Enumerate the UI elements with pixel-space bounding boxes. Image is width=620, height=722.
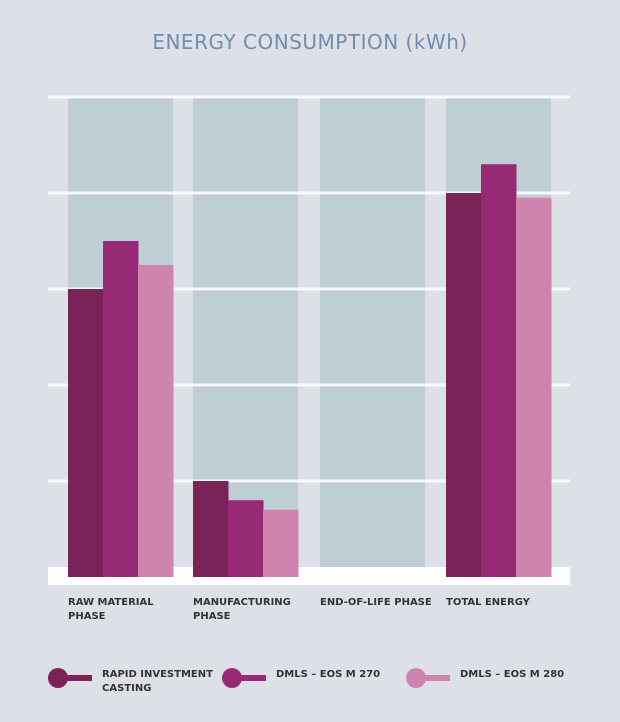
- legend-label: DMLS – EOS M 270: [276, 669, 381, 680]
- bar: [138, 265, 174, 577]
- bar: [516, 197, 552, 578]
- category-label: END-OF-LIFE PHASE: [320, 597, 432, 608]
- gridline: [48, 95, 570, 99]
- bar: [103, 241, 139, 577]
- chart-title: ENERGY CONSUMPTION (kWh): [152, 30, 468, 54]
- legend-swatch-icon: [48, 668, 92, 688]
- bar: [481, 164, 517, 577]
- bar: [68, 289, 104, 577]
- legend-label: DMLS – EOS M 280: [460, 669, 565, 680]
- legend-swatch-icon: [406, 668, 450, 688]
- gridline: [48, 383, 570, 387]
- gridline: [48, 191, 570, 195]
- bar: [446, 193, 482, 577]
- category-label: MANUFACTURING PHASE: [193, 597, 291, 622]
- baseline: [48, 567, 570, 585]
- bar: [228, 500, 264, 577]
- bar: [263, 509, 299, 577]
- category-panel: [320, 97, 425, 577]
- legend-item: DMLS – EOS M 280: [406, 668, 564, 688]
- chart-plot: [48, 95, 570, 585]
- legend-item: RAPID INVESTMENT CASTING: [48, 668, 222, 696]
- bar: [193, 481, 229, 577]
- gridline: [48, 479, 570, 483]
- category-label: RAW MATERIAL PHASE: [68, 597, 154, 622]
- category-label: TOTAL ENERGY: [446, 597, 530, 608]
- legend-swatch-icon: [222, 668, 266, 688]
- legend-item: DMLS – EOS M 270: [222, 668, 380, 688]
- legend-label: RAPID INVESTMENT CASTING: [102, 669, 213, 694]
- gridline: [48, 287, 570, 291]
